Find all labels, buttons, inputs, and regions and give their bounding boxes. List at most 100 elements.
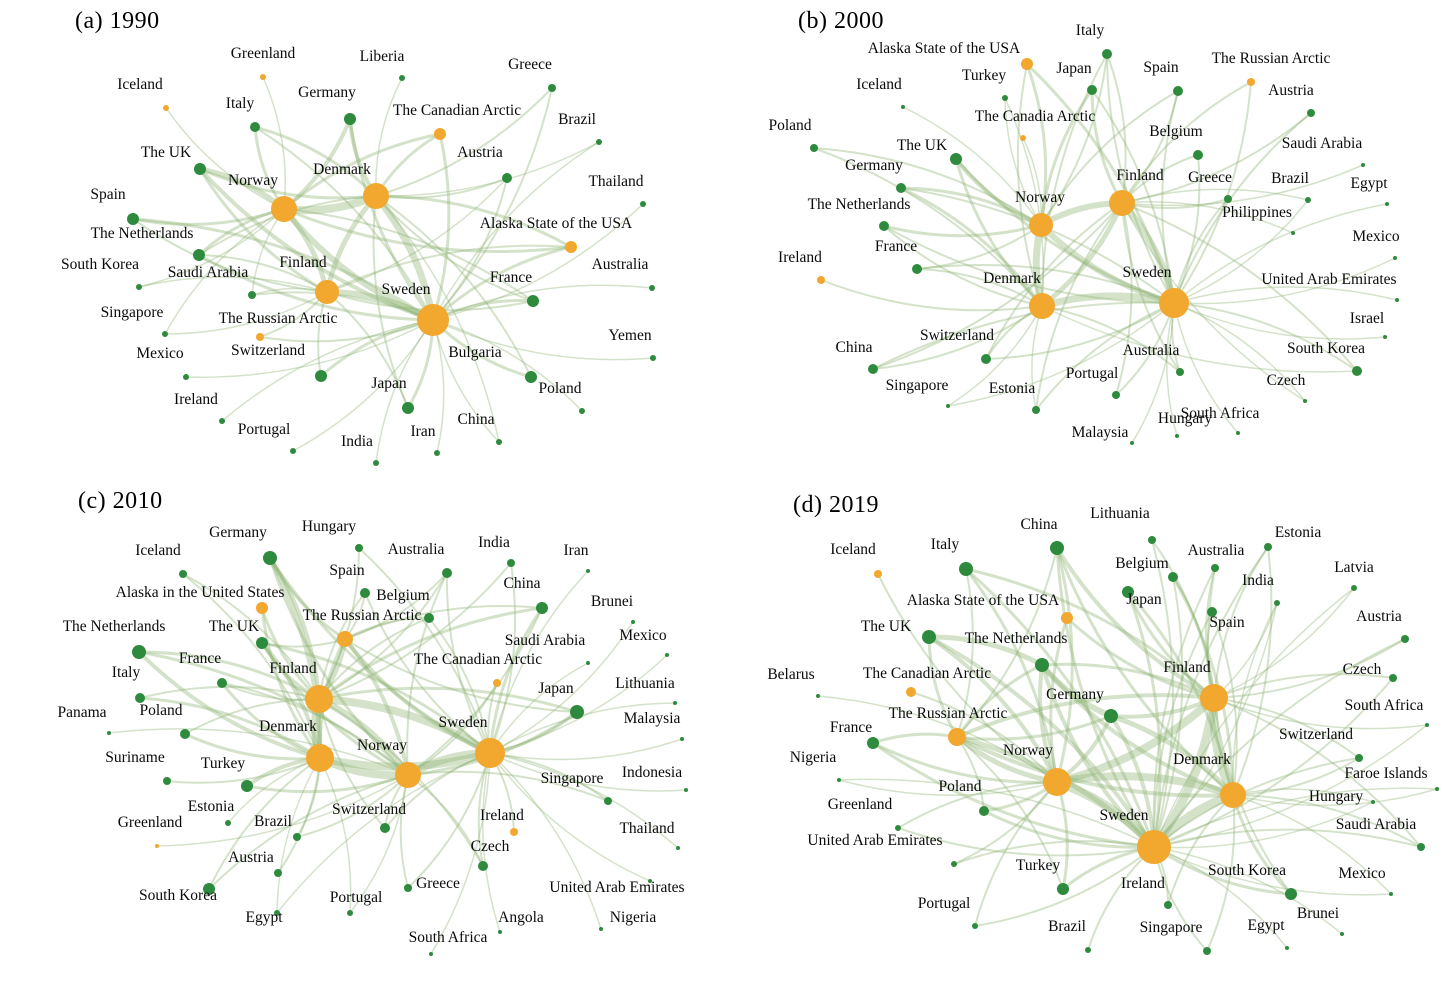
node-sweden[interactable] bbox=[475, 738, 505, 768]
node-alaska-in-the-united-states[interactable] bbox=[256, 602, 268, 614]
node-the-russian-arctic[interactable] bbox=[337, 631, 353, 647]
node-the-uk[interactable] bbox=[922, 630, 936, 644]
node-norway[interactable] bbox=[395, 762, 421, 788]
node-portugal[interactable] bbox=[347, 910, 353, 916]
node-saudi-arabia[interactable] bbox=[586, 661, 590, 665]
node-the-netherlands[interactable] bbox=[879, 221, 889, 231]
node-denmark[interactable] bbox=[1029, 293, 1055, 319]
node-india[interactable] bbox=[507, 559, 515, 567]
node-finland[interactable] bbox=[1200, 684, 1228, 712]
node-australia[interactable] bbox=[442, 568, 452, 578]
node-greece[interactable] bbox=[404, 884, 412, 892]
node-iran[interactable] bbox=[586, 569, 590, 573]
node-greenland[interactable] bbox=[260, 74, 266, 80]
node-austria[interactable] bbox=[1401, 635, 1409, 643]
node-brazil[interactable] bbox=[1305, 197, 1311, 203]
node-ireland[interactable] bbox=[510, 828, 518, 836]
node-czech[interactable] bbox=[1389, 674, 1397, 682]
node-turkey[interactable] bbox=[1002, 95, 1008, 101]
node-the-uk[interactable] bbox=[194, 163, 206, 175]
node-japan[interactable] bbox=[570, 705, 584, 719]
node-the-netherlands[interactable] bbox=[1035, 658, 1049, 672]
node-italy[interactable] bbox=[1102, 49, 1112, 59]
node-india[interactable] bbox=[1274, 600, 1280, 606]
node-india[interactable] bbox=[373, 460, 379, 466]
node-finland[interactable] bbox=[305, 685, 333, 713]
node-austria[interactable] bbox=[274, 869, 282, 877]
node-poland[interactable] bbox=[180, 729, 190, 739]
node-germany[interactable] bbox=[896, 183, 906, 193]
node-latvia[interactable] bbox=[1351, 585, 1357, 591]
node-spain[interactable] bbox=[360, 588, 370, 598]
node-poland[interactable] bbox=[979, 806, 989, 816]
node-norway[interactable] bbox=[1029, 213, 1053, 237]
node-singapore[interactable] bbox=[1203, 947, 1211, 955]
node-turkey[interactable] bbox=[241, 780, 253, 792]
node-saudi-arabia[interactable] bbox=[1417, 843, 1425, 851]
node-the-uk[interactable] bbox=[256, 637, 268, 649]
node-the-canadian-arctic[interactable] bbox=[434, 128, 446, 140]
node-malaysia[interactable] bbox=[680, 737, 684, 741]
node-the-russian-arctic[interactable] bbox=[948, 728, 966, 746]
node-hungary[interactable] bbox=[1175, 434, 1179, 438]
node-ireland[interactable] bbox=[817, 276, 825, 284]
node-austria[interactable] bbox=[502, 173, 512, 183]
node-brunei[interactable] bbox=[1340, 932, 1344, 936]
node-norway[interactable] bbox=[271, 196, 297, 222]
node-south-africa[interactable] bbox=[1425, 723, 1429, 727]
node-spain[interactable] bbox=[1173, 86, 1183, 96]
node-singapore[interactable] bbox=[604, 797, 612, 805]
node-indonesia[interactable] bbox=[684, 788, 688, 792]
node-germany[interactable] bbox=[344, 113, 356, 125]
node-portugal[interactable] bbox=[1112, 391, 1120, 399]
node-czech[interactable] bbox=[1303, 399, 1307, 403]
node-alaska-state-of-the-usa[interactable] bbox=[1021, 58, 1033, 70]
node-belgium[interactable] bbox=[424, 613, 434, 623]
node-iceland[interactable] bbox=[179, 570, 187, 578]
node-brazil[interactable] bbox=[1085, 947, 1091, 953]
node-italy[interactable] bbox=[250, 122, 260, 132]
node-italy[interactable] bbox=[959, 562, 973, 576]
node-czech[interactable] bbox=[478, 861, 488, 871]
node-south-korea[interactable] bbox=[1352, 366, 1362, 376]
node-italy[interactable] bbox=[135, 693, 145, 703]
node-france[interactable] bbox=[527, 295, 539, 307]
node-finland[interactable] bbox=[315, 280, 339, 304]
node-egypt[interactable] bbox=[1285, 946, 1289, 950]
node-malaysia[interactable] bbox=[1130, 441, 1134, 445]
node-lithuania[interactable] bbox=[673, 701, 677, 705]
node-the-canadian-arctic[interactable] bbox=[906, 687, 916, 697]
node-china[interactable] bbox=[868, 364, 878, 374]
node-japan[interactable] bbox=[1122, 586, 1134, 598]
node-thailand[interactable] bbox=[640, 201, 646, 207]
node-saudi-arabia[interactable] bbox=[248, 291, 256, 299]
node-australia[interactable] bbox=[1176, 368, 1184, 376]
node-thailand[interactable] bbox=[676, 846, 680, 850]
node-spain[interactable] bbox=[127, 213, 139, 225]
node-brazil[interactable] bbox=[293, 833, 301, 841]
node-faroe-islands[interactable] bbox=[1435, 787, 1439, 791]
node-greenland[interactable] bbox=[155, 844, 159, 848]
node-china[interactable] bbox=[536, 602, 548, 614]
node-nigeria[interactable] bbox=[837, 778, 841, 782]
node-lithuania[interactable] bbox=[1148, 536, 1156, 544]
node-south-africa[interactable] bbox=[429, 952, 433, 956]
node-panama[interactable] bbox=[107, 731, 111, 735]
node-denmark[interactable] bbox=[306, 744, 334, 772]
node-sweden[interactable] bbox=[1159, 288, 1189, 318]
node-saudi-arabia[interactable] bbox=[1361, 163, 1365, 167]
node-denmark[interactable] bbox=[363, 183, 389, 209]
node-iceland[interactable] bbox=[874, 570, 882, 578]
node-china[interactable] bbox=[496, 439, 502, 445]
node-south-africa[interactable] bbox=[1236, 431, 1240, 435]
node-the-russian-arctic[interactable] bbox=[256, 333, 264, 341]
node-south-korea[interactable] bbox=[1285, 888, 1297, 900]
node-liberia[interactable] bbox=[399, 75, 405, 81]
node-switzerland[interactable] bbox=[380, 823, 390, 833]
node-the-netherlands[interactable] bbox=[193, 249, 205, 261]
node-suriname[interactable] bbox=[163, 777, 171, 785]
node-switzerland[interactable] bbox=[1355, 754, 1363, 762]
node-iran[interactable] bbox=[434, 450, 440, 456]
node-united-arab-emirates[interactable] bbox=[648, 879, 652, 883]
node-mexico[interactable] bbox=[665, 653, 669, 657]
